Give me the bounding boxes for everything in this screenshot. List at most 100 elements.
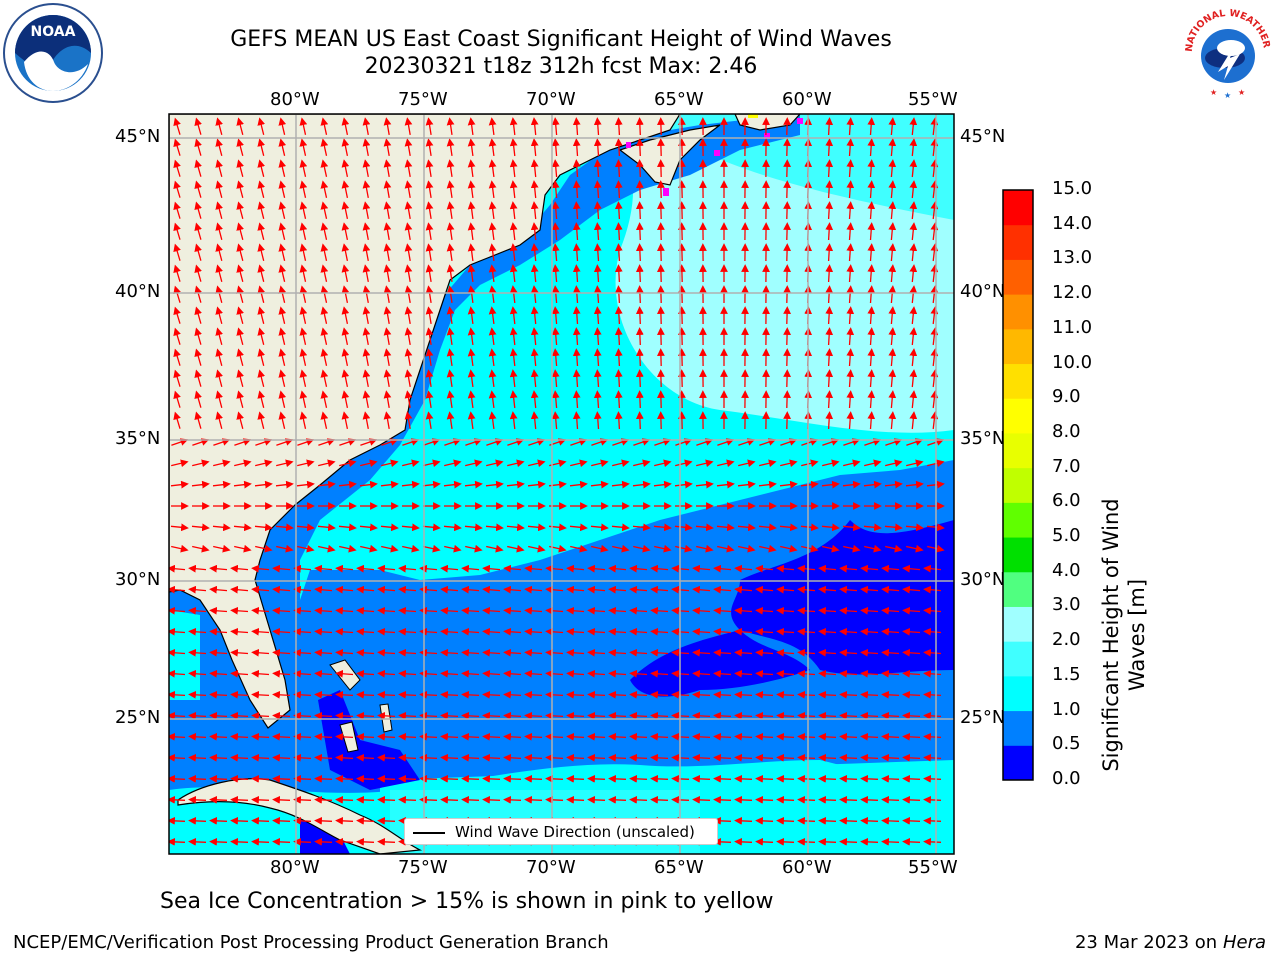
wind-arrow <box>440 732 459 741</box>
wind-arrow <box>930 222 939 241</box>
wind-arrow <box>194 285 202 303</box>
lon-tick-bottom: 60°W <box>782 857 832 878</box>
wind-arrow <box>509 201 518 220</box>
wind-arrow <box>320 117 329 135</box>
wind-arrow <box>864 438 882 446</box>
wind-arrow <box>593 369 602 388</box>
wind-arrow <box>299 180 308 198</box>
wind-arrow <box>818 648 837 657</box>
wind-arrow <box>194 369 202 387</box>
wind-arrow <box>695 523 714 532</box>
wind-arrow <box>905 523 924 532</box>
wind-arrow <box>635 243 644 262</box>
wind-arrow <box>299 201 308 219</box>
wind-arrow <box>611 523 630 532</box>
wind-arrow <box>825 264 834 283</box>
sea-ice-marker <box>663 188 669 196</box>
wind-arrow <box>860 627 879 636</box>
wind-arrow <box>425 180 434 199</box>
wind-arrow <box>335 732 354 741</box>
wind-arrow <box>671 690 690 699</box>
lat-tick-left: 45°N <box>115 126 161 147</box>
wind-arrow <box>278 222 287 240</box>
wind-arrow <box>362 348 371 367</box>
wind-arrow <box>524 690 543 699</box>
wind-arrow <box>440 774 459 783</box>
wind-arrow <box>440 753 459 762</box>
wind-arrow <box>509 390 518 409</box>
wind-arrow <box>825 390 834 409</box>
wind-arrow <box>461 690 480 699</box>
wind-arrow <box>923 711 942 720</box>
wind-arrow <box>846 327 855 346</box>
wind-arrow <box>755 690 774 699</box>
wind-arrow <box>169 564 186 573</box>
wind-arrow <box>587 669 606 678</box>
wave-band-mid <box>560 114 954 220</box>
wind-arrow <box>671 627 690 636</box>
wind-arrow <box>846 369 855 388</box>
wind-arrow <box>717 544 735 553</box>
colorbar-title: Significant Height of Wind Waves [m] <box>1099 498 1149 772</box>
wind-arrow <box>755 753 774 762</box>
wind-arrow <box>299 285 308 303</box>
wind-arrow <box>272 774 291 783</box>
wind-arrow <box>633 438 651 446</box>
wind-arrow <box>356 816 375 825</box>
wind-arrow <box>356 627 375 636</box>
wind-arrow <box>257 264 266 282</box>
wind-arrow <box>825 306 834 325</box>
wind-arrow <box>551 348 560 367</box>
wind-arrow <box>209 774 228 783</box>
wind-arrow <box>608 585 627 594</box>
wind-arrow <box>545 795 564 804</box>
wind-arrow <box>758 480 777 489</box>
wind-arrow <box>320 201 329 219</box>
wind-arrow <box>317 523 336 532</box>
wind-arrow <box>713 816 732 825</box>
wind-arrow <box>215 243 223 261</box>
wind-arrow <box>734 795 753 804</box>
wind-arrow <box>713 732 732 741</box>
wind-arrow <box>923 732 942 741</box>
wind-arrow <box>530 264 539 283</box>
wind-arrow <box>209 627 228 636</box>
footer-host: Hera <box>1222 932 1266 953</box>
wind-arrow <box>902 669 921 678</box>
wind-arrow <box>755 669 774 678</box>
wind-arrow <box>530 138 539 157</box>
wind-arrow <box>503 627 522 636</box>
wind-arrow <box>846 222 855 241</box>
wind-arrow <box>825 201 834 220</box>
legend-line-swatch <box>413 832 445 834</box>
wind-arrow <box>233 523 252 532</box>
wind-arrow <box>503 753 522 762</box>
wind-arrow <box>236 201 244 219</box>
wind-arrow <box>867 348 876 367</box>
wind-arrow <box>320 285 329 303</box>
wind-arrow <box>440 627 459 636</box>
wind-arrow <box>846 201 855 220</box>
wind-arrow <box>272 816 291 825</box>
wind-arrow <box>839 606 858 615</box>
wind-arrow <box>257 327 266 345</box>
wind-arrow <box>888 180 897 199</box>
wind-arrow <box>404 159 413 178</box>
wind-arrow <box>236 306 244 324</box>
wind-arrow <box>446 369 455 387</box>
wind-arrow <box>278 201 287 219</box>
wind-arrow <box>446 117 455 135</box>
wind-arrow <box>419 669 438 678</box>
wind-arrow <box>278 411 287 429</box>
wind-arrow <box>593 180 602 199</box>
wind-arrow <box>551 264 560 283</box>
wind-arrow <box>320 327 329 345</box>
wind-arrow <box>425 117 434 136</box>
wind-arrow <box>629 627 648 636</box>
wind-arrow <box>192 459 210 468</box>
wind-arrow <box>608 669 627 678</box>
wind-arrow <box>509 138 518 157</box>
wind-arrow <box>169 753 186 762</box>
wind-arrow <box>923 564 942 573</box>
wind-arrow <box>635 138 644 157</box>
